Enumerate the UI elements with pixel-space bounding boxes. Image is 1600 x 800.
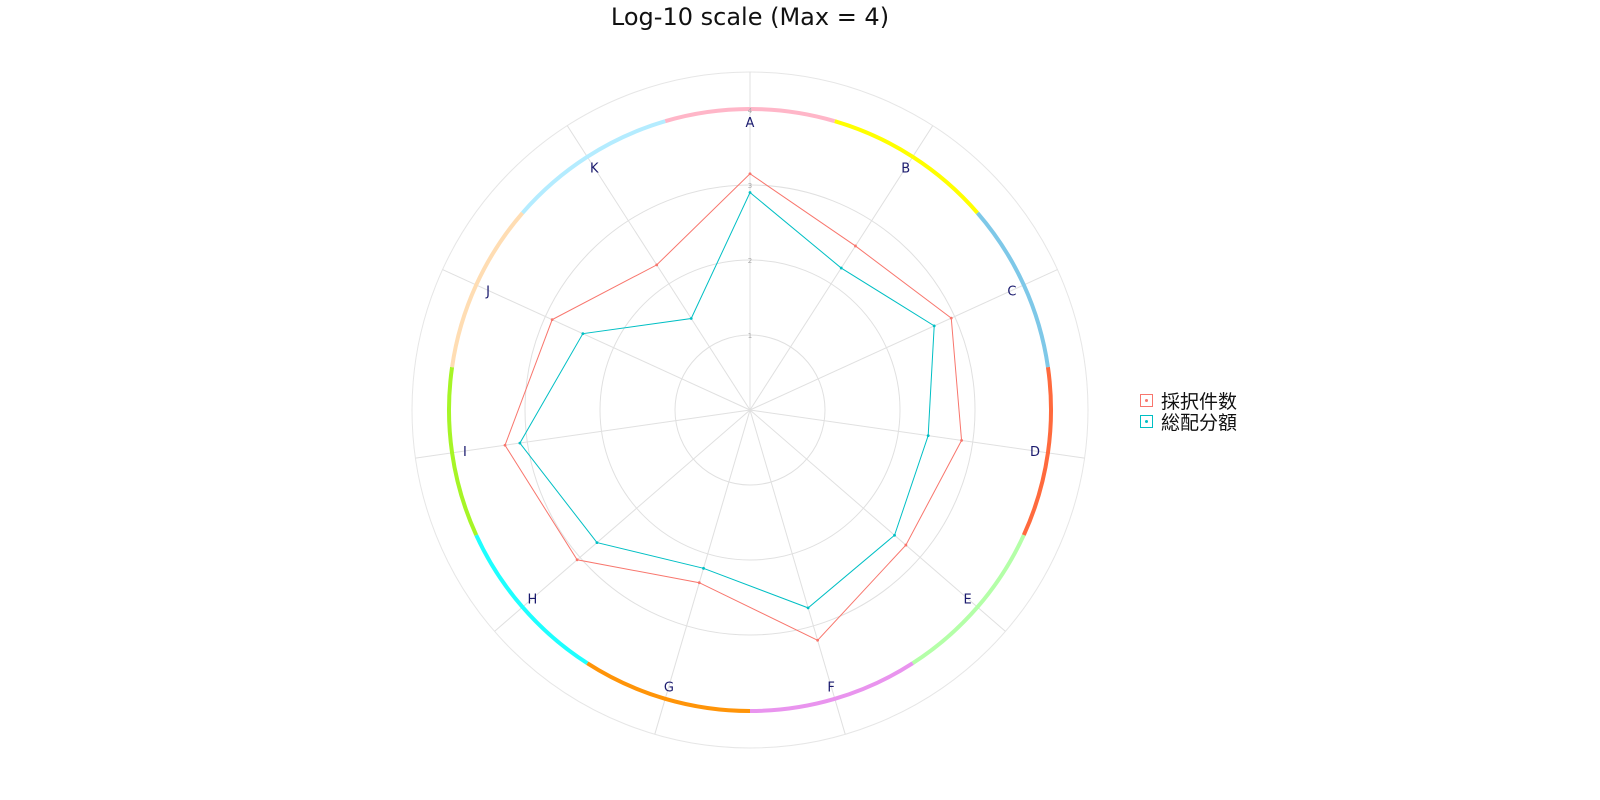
series-2-point-A: [748, 191, 752, 194]
series-1-point-C: [949, 316, 953, 320]
legend: 採択件数 総配分額: [1140, 390, 1238, 434]
series-1-point-K: [655, 263, 659, 267]
series-1-point-A: [748, 172, 752, 176]
category-label-K: K: [590, 162, 599, 177]
radial-tick-label: 1: [748, 332, 752, 340]
category-label-C: C: [1007, 284, 1016, 299]
spoke-C: [749, 269, 1058, 411]
category-arc-D: [1021, 366, 1054, 536]
series-1-point-I: [503, 443, 507, 447]
spoke-H: [494, 409, 751, 632]
category-label-J: J: [485, 284, 490, 299]
category-label-A: A: [746, 116, 755, 131]
category-label-D: D: [1030, 445, 1040, 460]
series-1-point-H: [575, 558, 579, 562]
series-1-point-J: [550, 318, 554, 322]
radial-tick-label: 3: [748, 182, 752, 190]
series-2-point-J: [581, 332, 585, 336]
category-label-E: E: [964, 593, 972, 608]
category-arc-J: [450, 211, 525, 368]
category-arc-H: [474, 534, 589, 665]
category-arc-B: [834, 119, 979, 215]
legend-key-series-1: [1140, 394, 1153, 407]
category-arc-A: [664, 107, 836, 124]
category-label-H: H: [527, 593, 537, 608]
series-2-point-D: [926, 434, 930, 438]
category-arc-layer: [447, 107, 1054, 713]
spoke-F: [749, 409, 846, 735]
series-1-point-E: [904, 543, 908, 547]
legend-label-series-1: 採択件数: [1161, 391, 1238, 413]
spoke-I: [415, 409, 751, 459]
series-2-point-I: [518, 441, 522, 445]
series-layer: [503, 172, 963, 642]
category-arc-E: [911, 534, 1026, 665]
category-arc-F: [749, 661, 914, 713]
label-layer: 1 2 3 4A B C D E F G H I J K: [463, 107, 1040, 695]
series-1-point-B: [854, 244, 857, 248]
spoke-D: [749, 409, 1085, 459]
spoke-E: [749, 409, 1006, 632]
category-arc-C: [975, 211, 1050, 368]
legend-item-series-1: 採択件数: [1140, 390, 1238, 413]
legend-item-series-2: 総配分額: [1140, 411, 1238, 434]
category-label-G: G: [664, 680, 674, 695]
category-label-F: F: [827, 680, 834, 695]
spoke-K: [566, 125, 751, 411]
series-1-point-F: [816, 638, 820, 642]
legend-label-series-2: 総配分額: [1161, 412, 1238, 434]
series-1-point-D: [960, 439, 963, 442]
legend-key-series-2: [1140, 415, 1153, 428]
series-2-point-H: [595, 541, 599, 545]
series-2-point-K: [689, 317, 693, 320]
category-arc-G: [586, 661, 751, 713]
radial-tick-label: 4: [748, 107, 753, 115]
spoke-J: [442, 269, 751, 411]
series-2-point-E: [893, 533, 896, 537]
series-2-point-C: [932, 324, 936, 328]
chart-title: Log-10 scale (Max = 4): [610, 3, 890, 31]
series-1-point-G: [697, 581, 701, 585]
category-label-B: B: [901, 162, 910, 177]
series-2-point-B: [839, 266, 843, 270]
spoke-G: [654, 409, 751, 735]
category-label-I: I: [463, 445, 467, 460]
category-arc-I: [447, 366, 479, 536]
series-2-point-G: [702, 566, 705, 570]
series-line-1: [504, 173, 963, 641]
radial-tick-label: 2: [748, 257, 752, 265]
series-line-2: [519, 191, 935, 609]
category-arc-K: [521, 119, 666, 215]
series-2-point-F: [806, 606, 810, 610]
